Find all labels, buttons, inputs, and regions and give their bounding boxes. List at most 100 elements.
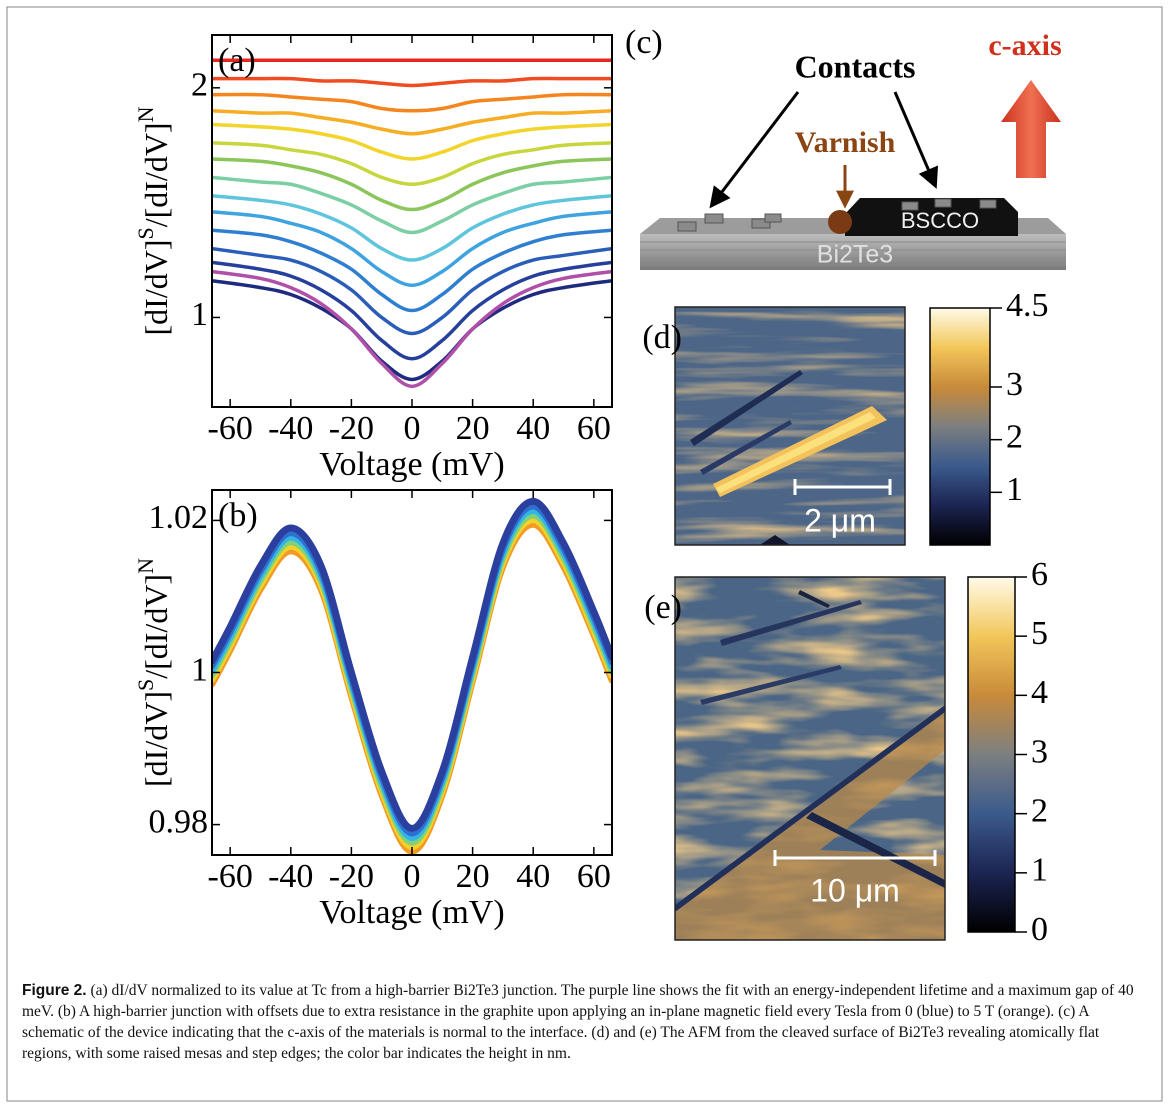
data-line	[212, 122, 612, 161]
y-axis-label-part: N	[133, 106, 158, 122]
data-line	[212, 76, 612, 88]
x-tick-label: -60	[208, 858, 253, 895]
x-tick-label: 40	[516, 410, 550, 447]
y-axis-label-part: S	[133, 679, 158, 691]
panel-label: (a)	[218, 42, 256, 79]
x-tick-label: -40	[268, 410, 313, 447]
y-axis-label-part: /[dI/dV]	[138, 574, 174, 679]
y-axis-label-part: [dI/dV]	[138, 240, 174, 336]
figure-border	[6, 6, 1163, 1102]
axis-label: c-axis	[988, 29, 1061, 62]
contact-pads	[677, 198, 997, 232]
data-line	[212, 157, 612, 212]
varnish-label: Varnish	[795, 126, 896, 159]
colorbar-tick-label: 2	[1006, 418, 1023, 455]
data-line	[212, 109, 612, 136]
c-axis-arrow	[1001, 80, 1061, 178]
caption-label: Figure 2.	[22, 982, 87, 999]
x-tick-label: -20	[329, 410, 374, 447]
colorbar-tick-label: 1	[1031, 852, 1048, 889]
colorbar-tick-label: 4.5	[1006, 287, 1049, 324]
scale-bar-label: 2 μm	[804, 502, 876, 538]
colorbar-tick-label: 6	[1031, 556, 1048, 593]
y-axis-label-part: N	[133, 558, 158, 574]
data-line	[212, 497, 612, 832]
data-line	[212, 520, 612, 855]
substrate-front	[640, 234, 1066, 270]
afm-image	[675, 577, 945, 940]
data-line	[212, 92, 612, 113]
y-axis-label: [dI/dV]S/[dI/dV]N	[133, 558, 174, 787]
x-tick-label: 0	[404, 410, 421, 447]
caption-text: (a) dI/dV normalized to its value at Tc …	[22, 982, 1134, 1062]
colorbar-tick-label: 2	[1031, 792, 1048, 829]
x-tick-label: -20	[329, 858, 374, 895]
x-tick-label: 60	[577, 858, 611, 895]
colorbar-tick-label: 4	[1031, 674, 1048, 711]
colorbar-tick-label: 1	[1006, 471, 1023, 508]
data-line	[212, 507, 612, 842]
x-tick-label: 20	[456, 410, 490, 447]
x-tick-label: 20	[456, 858, 490, 895]
data-line	[212, 278, 612, 382]
y-tick-label: 1	[191, 651, 208, 688]
data-line	[212, 516, 612, 851]
panel-label: (e)	[644, 589, 682, 626]
plot-lines	[212, 497, 612, 855]
bscco-mesa	[845, 198, 1018, 236]
colorbar-tick-label: 3	[1031, 733, 1048, 770]
scale-bar	[793, 479, 892, 495]
colorbar-tick-label: 3	[1006, 366, 1023, 403]
data-line	[212, 269, 612, 389]
varnish-drop	[828, 210, 852, 234]
scale-bar	[773, 850, 937, 866]
plot-frame	[211, 34, 613, 408]
y-tick-label: 0.98	[149, 803, 209, 840]
y-axis-label-part: S	[133, 227, 158, 239]
y-tick-label: 1.02	[149, 499, 209, 536]
y-axis-label: [dI/dV]S/[dI/dV]N	[133, 106, 174, 335]
x-axis-label: Voltage (mV)	[319, 894, 504, 931]
schematic: (c) c-axis Contacts Varnish Bi2Te3 BSCCO	[625, 24, 1066, 270]
data-line	[212, 175, 612, 235]
data-line	[212, 193, 612, 262]
image-frame	[674, 306, 906, 546]
data-line	[212, 260, 612, 361]
colorbar-tick-label: 5	[1031, 615, 1048, 652]
afm-image	[675, 307, 905, 545]
x-tick-label: 60	[577, 410, 611, 447]
contact-arrow	[709, 91, 800, 209]
x-tick-label: -60	[208, 410, 253, 447]
x-axis-label: Voltage (mV)	[319, 446, 504, 483]
data-line	[212, 246, 612, 336]
panel-label: (b)	[218, 497, 258, 534]
data-line	[212, 502, 612, 837]
image-frame	[674, 576, 946, 941]
plot-lines	[212, 58, 612, 389]
substrate-label: Bi2Te3	[817, 241, 893, 269]
panel-label: (c)	[625, 24, 663, 61]
data-line	[212, 141, 612, 187]
colorbar-tick-label: 0	[1031, 911, 1048, 948]
y-axis-label-part: /[dI/dV]	[138, 122, 174, 227]
mesa-label: BSCCO	[901, 208, 979, 233]
panel-label: (d)	[642, 319, 682, 356]
x-tick-label: 40	[516, 858, 550, 895]
substrate-layers	[640, 241, 1066, 266]
data-line	[212, 210, 612, 288]
caption: Figure 2. (a) dI/dV normalized to its va…	[22, 980, 1147, 1064]
scale-bar-label: 10 μm	[810, 872, 900, 908]
data-line	[212, 228, 612, 313]
data-line	[212, 511, 612, 846]
colorbar	[967, 576, 1016, 933]
x-tick-label: -40	[268, 858, 313, 895]
colorbar	[929, 307, 991, 546]
contacts-label: Contacts	[795, 48, 916, 84]
y-tick-label: 1	[191, 296, 208, 333]
contact-arrow	[893, 91, 939, 189]
y-tick-label: 2	[191, 67, 208, 104]
x-tick-label: 0	[404, 858, 421, 895]
y-axis-label-part: [dI/dV]	[138, 691, 174, 787]
